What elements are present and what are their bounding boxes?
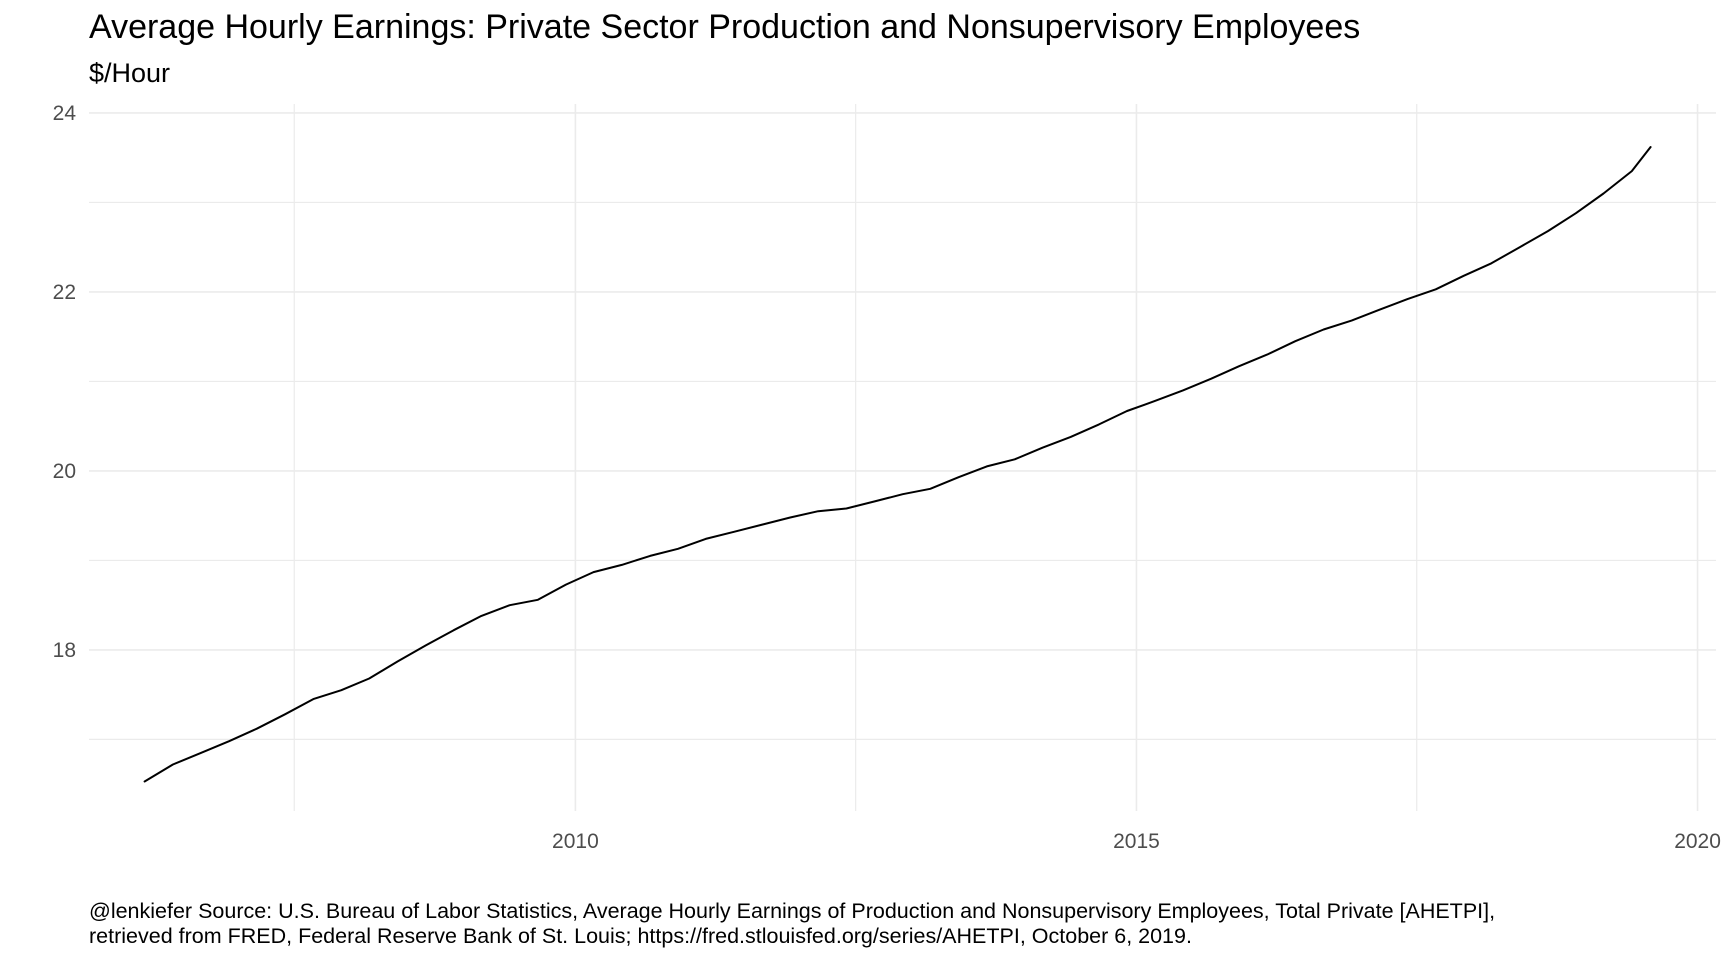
x-tick-label: 2015 (1113, 830, 1160, 853)
x-tick-label: 2010 (552, 830, 599, 853)
tick-labels: 18 20 22 24 2010 2015 2020 (53, 102, 1721, 853)
x-tick-label: 2020 (1674, 830, 1721, 853)
y-tick-label: 22 (53, 281, 76, 304)
y-tick-label: 20 (53, 460, 76, 483)
y-tick-label: 24 (53, 102, 77, 125)
chart-title: Average Hourly Earnings: Private Sector … (89, 8, 1361, 46)
series-layer (143, 146, 1652, 783)
chart-caption: @lenkiefer Source: U.S. Bureau of Labor … (89, 899, 1709, 949)
grid-lines (89, 104, 1716, 811)
caption-line-1: @lenkiefer Source: U.S. Bureau of Labor … (89, 899, 1496, 923)
caption-line-2: retrieved from FRED, Federal Reserve Ban… (89, 924, 1192, 948)
series-line (143, 146, 1652, 783)
chart-subtitle: $/Hour (89, 58, 171, 88)
y-tick-label: 18 (53, 639, 76, 662)
